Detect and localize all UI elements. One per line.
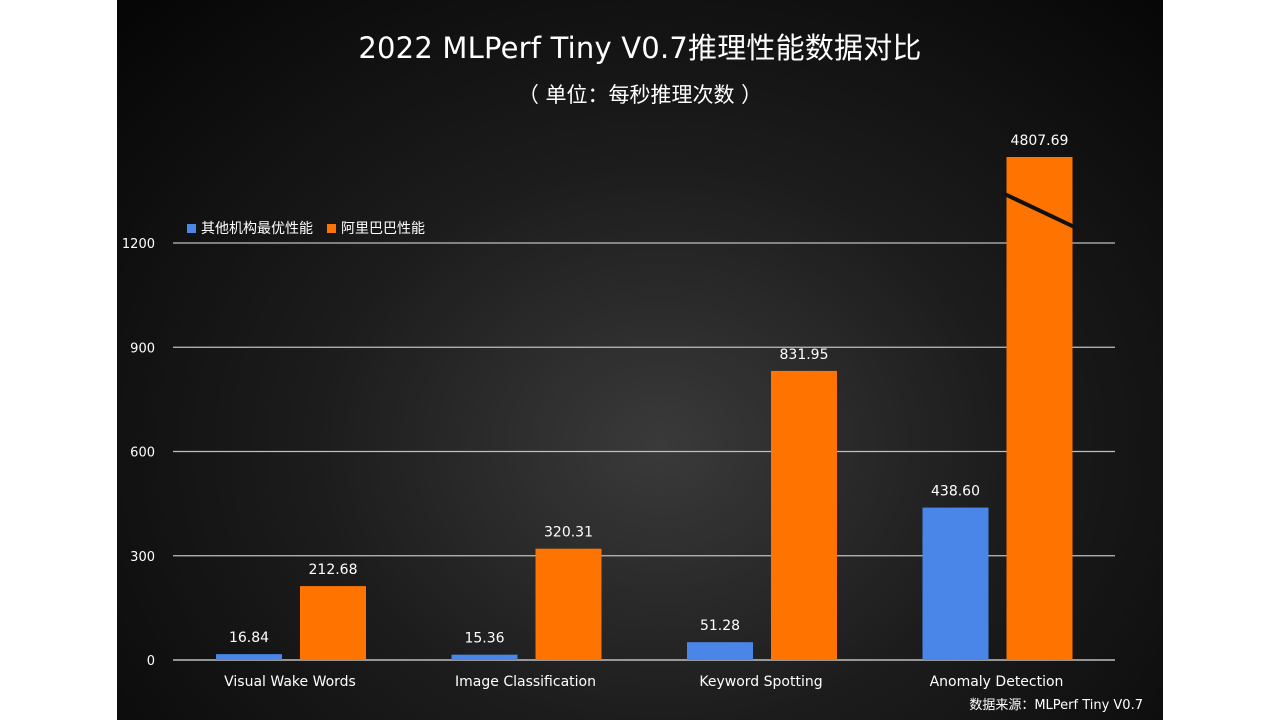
bar bbox=[1006, 157, 1073, 660]
legend-swatch-blue bbox=[187, 223, 196, 233]
chart-legend: 其他机构最优性能 阿里巴巴性能 bbox=[187, 218, 425, 238]
x-category-label: Image Classification bbox=[455, 674, 596, 690]
data-label: 831.95 bbox=[780, 347, 829, 363]
data-label: 320.31 bbox=[544, 525, 593, 541]
legend-label-alibaba: 阿里巴巴性能 bbox=[341, 221, 425, 237]
chart-subtitle: （ 单位：每秒推理次数 ） bbox=[517, 83, 763, 107]
chart-title: 2022 MLPerf Tiny V0.7推理性能数据对比 bbox=[358, 31, 922, 65]
y-tick-label: 900 bbox=[130, 341, 155, 356]
data-label: 438.60 bbox=[931, 484, 980, 500]
y-tick-label: 600 bbox=[130, 446, 155, 461]
legend-swatch-orange bbox=[327, 223, 336, 233]
x-category-label: Keyword Spotting bbox=[699, 674, 822, 690]
axis-break-line bbox=[1001, 191, 1078, 230]
legend-label-other-best: 其他机构最优性能 bbox=[201, 221, 313, 237]
data-label: 4807.69 bbox=[1011, 133, 1069, 149]
y-tick-label: 1200 bbox=[122, 237, 155, 252]
bar bbox=[535, 548, 602, 660]
legend-item-alibaba: 阿里巴巴性能 bbox=[327, 218, 425, 238]
data-label: 51.28 bbox=[700, 618, 740, 634]
data-source-note: 数据来源：MLPerf Tiny V0.7 bbox=[969, 698, 1143, 713]
bar-chart-svg: 0 300 600 900 1200 16.84 212.68 Visual Wake Wor… bbox=[122, 133, 1115, 690]
y-tick-label: 0 bbox=[147, 654, 155, 669]
data-label: 15.36 bbox=[464, 631, 504, 647]
x-category-label: Anomaly Detection bbox=[930, 674, 1064, 690]
x-category-label: Visual Wake Words bbox=[224, 674, 356, 690]
bar bbox=[451, 654, 518, 660]
legend-item-other-best: 其他机构最优性能 bbox=[187, 218, 313, 238]
bar bbox=[771, 370, 837, 660]
bar bbox=[300, 586, 366, 660]
bar bbox=[216, 654, 282, 660]
bar bbox=[687, 642, 753, 660]
data-label: 16.84 bbox=[229, 630, 269, 646]
y-tick-label: 300 bbox=[130, 550, 155, 565]
bar bbox=[922, 507, 989, 660]
chart-frame: 2022 MLPerf Tiny V0.7推理性能数据对比 （ 单位：每秒推理次… bbox=[117, 0, 1163, 720]
data-label: 212.68 bbox=[309, 562, 358, 578]
